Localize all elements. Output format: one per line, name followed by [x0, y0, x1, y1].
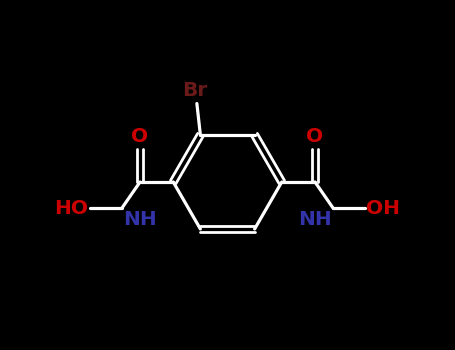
- Text: OH: OH: [366, 199, 400, 218]
- Text: NH: NH: [298, 210, 331, 229]
- Text: NH: NH: [124, 210, 157, 229]
- Text: O: O: [131, 127, 149, 146]
- Text: Br: Br: [182, 81, 208, 100]
- Text: HO: HO: [55, 199, 89, 218]
- Text: O: O: [306, 127, 324, 146]
